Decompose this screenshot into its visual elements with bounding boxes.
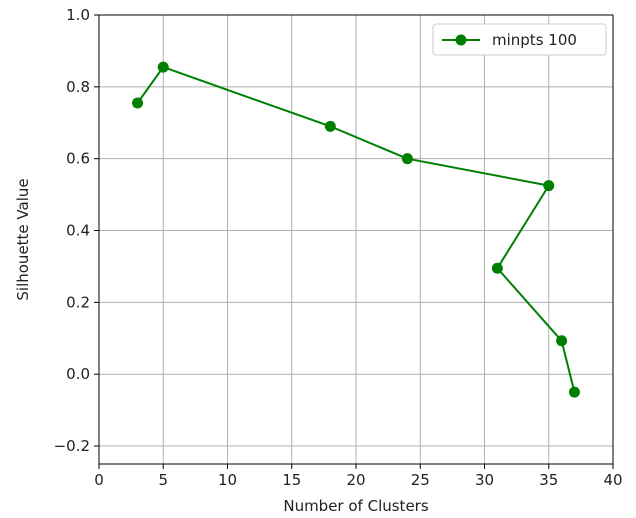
x-tick-label: 35 <box>539 471 558 489</box>
x-tick-label: 20 <box>346 471 365 489</box>
legend-marker <box>455 34 467 46</box>
y-tick-label: −0.2 <box>54 437 90 455</box>
y-axis-label: Silhouette Value <box>14 178 32 300</box>
y-tick-label: 1.0 <box>66 6 90 24</box>
data-point <box>568 386 580 398</box>
x-tick-label: 0 <box>94 471 104 489</box>
data-point <box>324 120 336 132</box>
data-point <box>543 180 555 192</box>
data-point <box>491 262 503 274</box>
data-point <box>401 153 413 165</box>
ticks: 0 5 10 15 20 25 30 35 40 −0.2 0.0 0.2 0.4 0.6 0.8 1.0 <box>54 6 623 489</box>
x-tick-label: 10 <box>218 471 237 489</box>
x-tick-label: 40 <box>603 471 622 489</box>
y-tick-label: 0.8 <box>66 78 90 96</box>
grid <box>98 14 614 464</box>
data-point <box>132 97 144 109</box>
legend-box <box>432 23 607 56</box>
y-tick-label: 0.6 <box>66 150 90 168</box>
x-tick-label: 5 <box>158 471 168 489</box>
series-line <box>136 66 576 393</box>
legend-label: minpts 100 <box>492 31 577 49</box>
x-tick-label: 15 <box>282 471 301 489</box>
legend: minpts 100 <box>432 23 607 56</box>
series-layer <box>132 61 580 398</box>
y-tick-label: 0.4 <box>66 222 90 240</box>
y-tick-label: 0.2 <box>66 293 90 311</box>
x-tick-label: 30 <box>475 471 494 489</box>
x-axis-label: Number of Clusters <box>283 497 428 515</box>
data-point <box>157 61 169 73</box>
x-tick-label: 25 <box>411 471 430 489</box>
y-tick-label: 0.0 <box>66 365 90 383</box>
data-point <box>556 335 568 347</box>
